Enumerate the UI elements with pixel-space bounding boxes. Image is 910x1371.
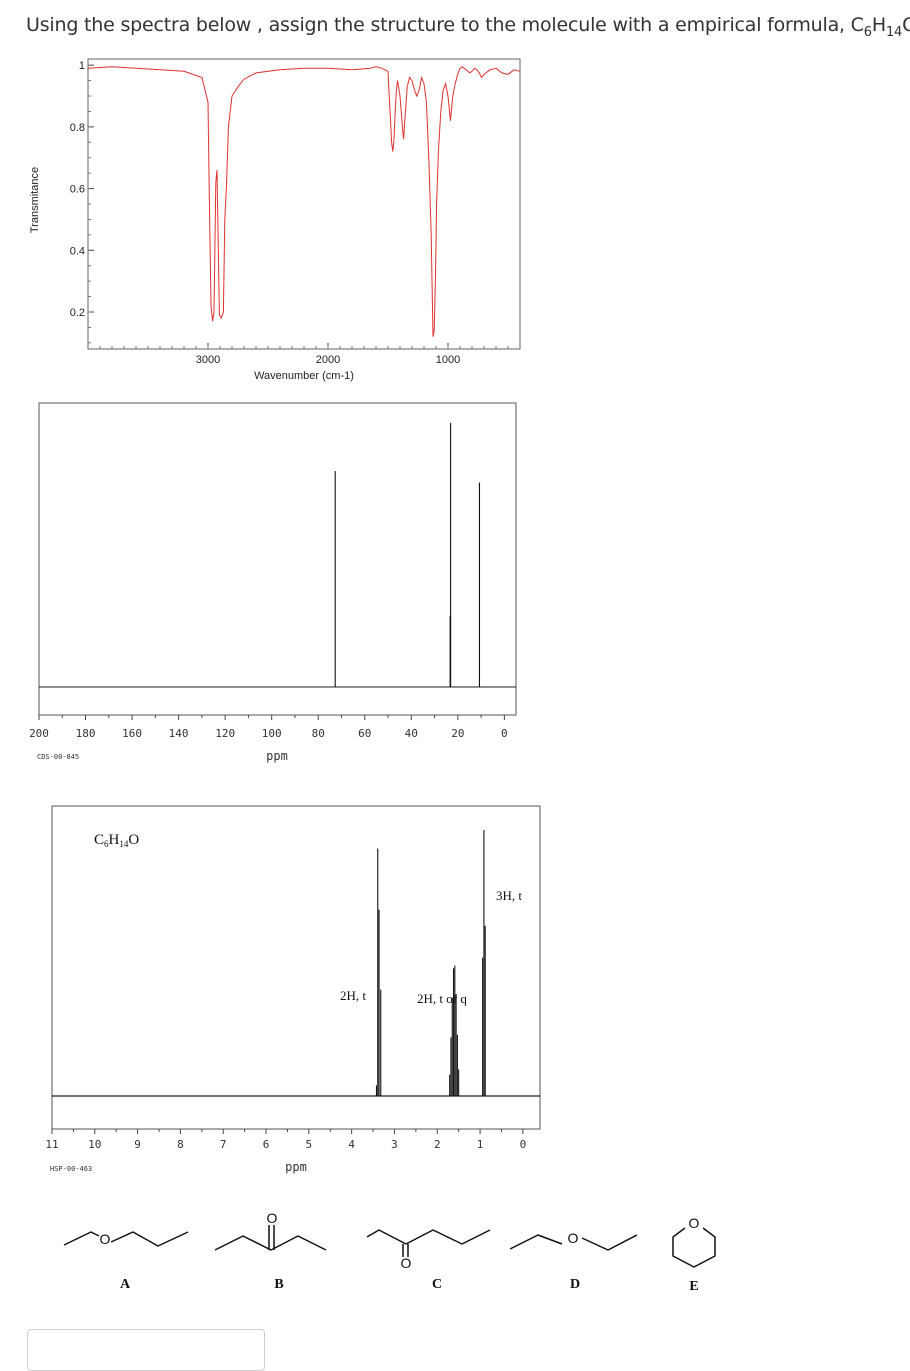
h1-x-tick-label: 11 xyxy=(45,1138,58,1151)
h1-x-tick-label: 10 xyxy=(88,1138,101,1151)
ir-y-tick-label: 0.2 xyxy=(70,307,85,319)
h1-x-tick-label: 6 xyxy=(263,1138,270,1151)
ir-x-axis-label: Wavenumber (cm-1) xyxy=(254,370,354,382)
structure-a-bonds-right xyxy=(110,1231,189,1247)
h1-x-tick-label: 3 xyxy=(391,1138,398,1151)
structure-d-bonds-right xyxy=(581,1234,638,1251)
h1-plot-frame xyxy=(51,805,541,1130)
c13-x-tick-label: 80 xyxy=(312,727,325,740)
c13-x-tick-label: 160 xyxy=(122,727,142,740)
structure-d[interactable] xyxy=(509,1234,638,1251)
structure-b-chain xyxy=(214,1235,327,1251)
choice-label-e: E xyxy=(689,1279,698,1294)
c13-plot-frame xyxy=(38,402,517,716)
structure-c-chain xyxy=(366,1229,491,1245)
c13-x-tick-label: 180 xyxy=(76,727,96,740)
c13-x-tick-label: 120 xyxy=(215,727,235,740)
structure-a-oxygen: O xyxy=(100,1231,111,1247)
c13-nmr-spectrum: 200 180 160 140 120 100 80 60 40 20 0 ppm CDS-00-8… xyxy=(29,402,517,763)
structure-e-oxygen: O xyxy=(689,1215,700,1231)
structure-c-oxygen: O xyxy=(401,1255,412,1271)
structure-d-oxygen: O xyxy=(568,1230,579,1246)
ir-trace xyxy=(87,66,521,337)
ir-x-tick-label: 2000 xyxy=(316,354,340,366)
c13-x-tick-label: 20 xyxy=(451,727,464,740)
answer-dropdown[interactable] xyxy=(27,1329,265,1371)
question-text: Using the spectra below , assign the str… xyxy=(26,14,910,40)
h1-x-tick-label: 7 xyxy=(220,1138,227,1151)
c13-x-tick-label: 0 xyxy=(501,727,508,740)
c13-x-tick-label: 140 xyxy=(169,727,189,740)
h1-annotation-3h-t: 3H, t xyxy=(496,888,522,903)
ir-spectrum: 1 0.8 0.6 0.4 0.2 3000 2000 1000 Wavenumber (c… xyxy=(29,58,521,382)
ir-y-tick-label: 0.4 xyxy=(70,245,85,257)
c13-x-axis-label: ppm xyxy=(266,749,288,763)
c13-x-tick-label: 40 xyxy=(405,727,418,740)
structure-d-bonds-left xyxy=(509,1234,563,1250)
choice-label-b: B xyxy=(274,1277,283,1292)
h1-annotation-2h-t: 2H, t xyxy=(340,988,366,1003)
structure-e-ring xyxy=(672,1227,716,1268)
ir-plot-frame xyxy=(87,58,521,350)
choice-label-d: D xyxy=(570,1277,580,1292)
c13-x-tick-label: 60 xyxy=(358,727,371,740)
h1-formula: C6H14O xyxy=(94,832,139,849)
ir-y-tick-label: 0.6 xyxy=(70,184,85,196)
c13-peaks xyxy=(334,422,481,687)
structure-b[interactable] xyxy=(214,1225,327,1251)
h1-annotation-2h-t-of-q: 2H, t of q xyxy=(417,991,467,1006)
h1-x-tick-label: 9 xyxy=(134,1138,141,1151)
c13-x-ticks: 200 180 160 140 120 100 80 60 40 20 0 xyxy=(29,715,508,740)
h1-x-axis-label: ppm xyxy=(285,1160,307,1174)
structure-a-bonds-left xyxy=(63,1231,100,1246)
choice-label-c: C xyxy=(432,1277,442,1292)
ir-y-tick-label: 1 xyxy=(79,60,85,72)
h1-nmr-spectrum: 11 10 9 8 7 6 5 4 3 2 1 0 ppm HSP-00-463 C6H14O 2H,… xyxy=(45,805,541,1174)
structure-a[interactable] xyxy=(63,1231,189,1247)
ir-x-tick-label: 3000 xyxy=(196,354,220,366)
h1-x-tick-label: 1 xyxy=(477,1138,484,1151)
structure-b-oxygen: O xyxy=(267,1210,278,1226)
h1-x-tick-label: 2 xyxy=(434,1138,441,1151)
ir-x-tick-label: 1000 xyxy=(436,354,460,366)
ir-minor-ticks xyxy=(88,64,509,349)
c13-code: CDS-00-845 xyxy=(37,753,79,761)
ir-y-ticks: 1 0.8 0.6 0.4 0.2 xyxy=(70,60,94,319)
h1-peaks xyxy=(375,830,486,1096)
choice-label-a: A xyxy=(120,1277,131,1292)
structure-c[interactable] xyxy=(366,1229,491,1257)
h1-x-tick-label: 8 xyxy=(177,1138,184,1151)
h1-x-tick-label: 5 xyxy=(306,1138,313,1151)
h1-x-tick-label: 0 xyxy=(520,1138,527,1151)
h1-x-ticks: 11 10 9 8 7 6 5 4 3 2 1 0 xyxy=(45,1129,526,1151)
structure-e[interactable] xyxy=(672,1227,716,1268)
ir-y-axis-label: Transmitance xyxy=(29,167,41,233)
c13-x-tick-label: 200 xyxy=(29,727,49,740)
h1-x-tick-label: 4 xyxy=(348,1138,355,1151)
h1-code: HSP-00-463 xyxy=(50,1165,92,1173)
ir-y-tick-label: 0.8 xyxy=(70,122,85,134)
c13-x-tick-label: 100 xyxy=(262,727,282,740)
